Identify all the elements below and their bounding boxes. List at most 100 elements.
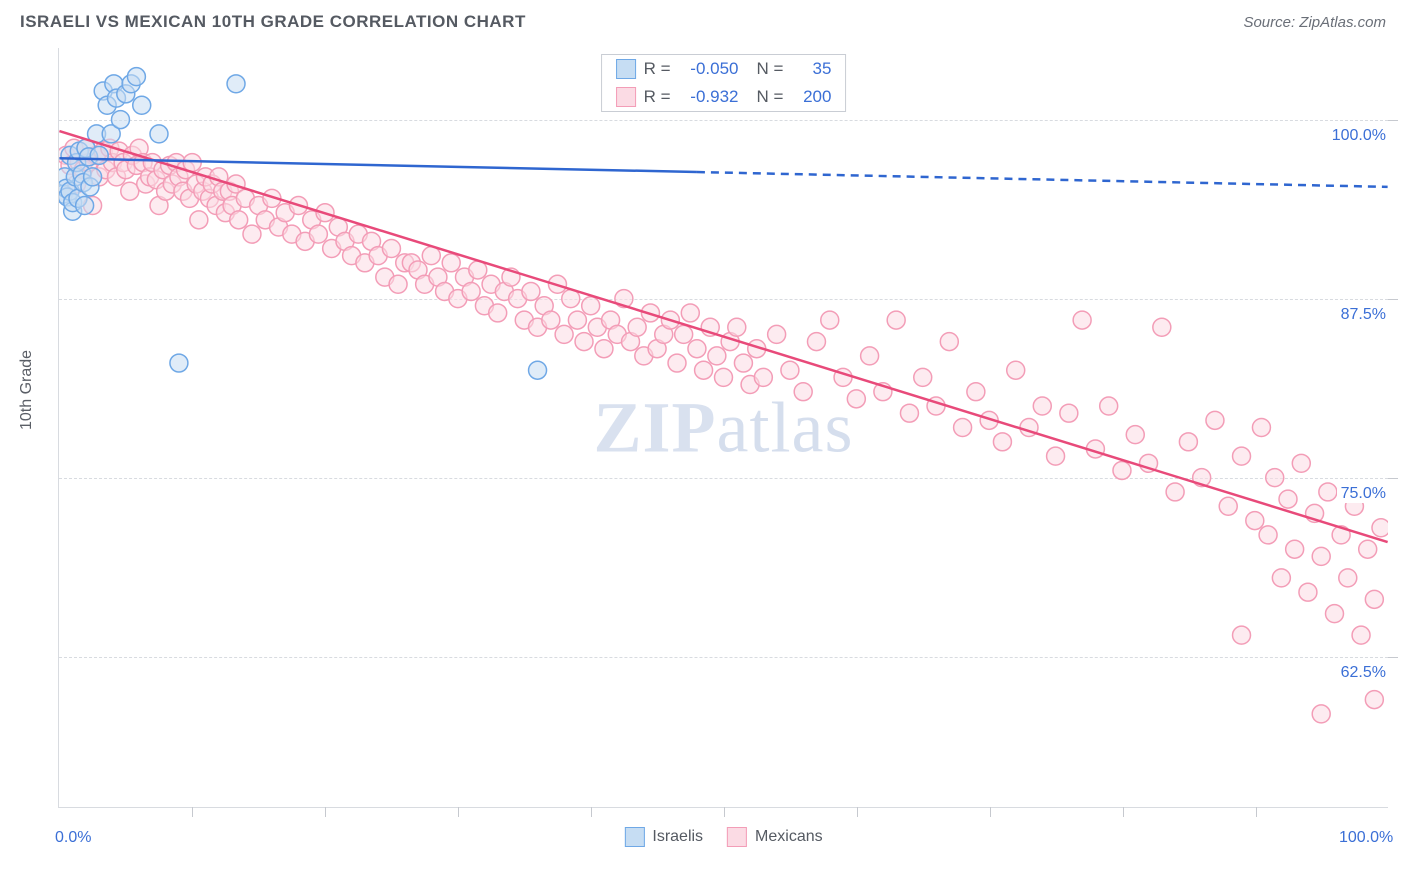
scatter-point-mexicans [1073, 311, 1091, 329]
scatter-point-mexicans [754, 368, 772, 386]
x-axis-label: 100.0% [1339, 829, 1393, 847]
scatter-point-mexicans [807, 333, 825, 351]
source-attribution: Source: ZipAtlas.com [1243, 14, 1386, 31]
scatter-point-mexicans [230, 211, 248, 229]
scatter-point-mexicans [1233, 626, 1251, 644]
scatter-point-mexicans [861, 347, 879, 365]
scatter-point-mexicans [1279, 490, 1297, 508]
legend-label: Mexicans [755, 828, 823, 845]
legend-r-label: R = [644, 59, 671, 79]
scatter-point-mexicans [522, 282, 540, 300]
series-legend: Israelis Mexicans [624, 827, 822, 847]
chart-title: ISRAELI VS MEXICAN 10TH GRADE CORRELATIO… [20, 12, 526, 32]
scatter-plot-svg [59, 48, 1388, 807]
scatter-point-mexicans [582, 297, 600, 315]
legend-swatch-mexicans [727, 827, 747, 847]
correlation-legend: R =-0.050N =35R =-0.932N =200 [601, 54, 847, 112]
scatter-point-mexicans [954, 419, 972, 437]
scatter-point-israelis [84, 168, 102, 186]
scatter-point-mexicans [734, 354, 752, 372]
scatter-point-mexicans [442, 254, 460, 272]
scatter-point-mexicans [1339, 569, 1357, 587]
scatter-point-mexicans [708, 347, 726, 365]
scatter-point-mexicans [1312, 705, 1330, 723]
legend-swatch-israelis [624, 827, 644, 847]
y-axis-tick [1388, 299, 1398, 300]
scatter-point-mexicans [389, 275, 407, 293]
scatter-point-mexicans [695, 361, 713, 379]
scatter-point-mexicans [1266, 469, 1284, 487]
scatter-point-mexicans [940, 333, 958, 351]
scatter-point-mexicans [1272, 569, 1290, 587]
scatter-point-mexicans [1033, 397, 1051, 415]
scatter-point-mexicans [1359, 540, 1377, 558]
scatter-point-israelis [529, 361, 547, 379]
legend-label: Israelis [652, 828, 703, 845]
y-axis-tick [1388, 657, 1398, 658]
legend-item-israelis: Israelis [624, 827, 703, 847]
scatter-point-mexicans [1047, 447, 1065, 465]
scatter-point-mexicans [1153, 318, 1171, 336]
scatter-point-mexicans [1299, 583, 1317, 601]
scatter-point-mexicans [1179, 433, 1197, 451]
scatter-point-mexicans [595, 340, 613, 358]
scatter-point-mexicans [1286, 540, 1304, 558]
scatter-point-israelis [150, 125, 168, 143]
x-axis-tick [1256, 807, 1257, 817]
x-axis-tick [591, 807, 592, 817]
scatter-point-mexicans [681, 304, 699, 322]
scatter-point-mexicans [794, 383, 812, 401]
scatter-point-mexicans [555, 325, 573, 343]
scatter-point-mexicans [688, 340, 706, 358]
scatter-point-mexicans [1100, 397, 1118, 415]
regression-line-mexicans [59, 131, 1387, 542]
y-axis-tick [1388, 478, 1398, 479]
legend-row-mexicans: R =-0.932N =200 [602, 83, 846, 111]
scatter-point-mexicans [542, 311, 560, 329]
scatter-point-mexicans [781, 361, 799, 379]
scatter-point-mexicans [728, 318, 746, 336]
scatter-point-mexicans [668, 354, 686, 372]
scatter-point-mexicans [1252, 419, 1270, 437]
scatter-point-mexicans [1326, 605, 1344, 623]
y-axis-label: 62.5% [1337, 664, 1390, 682]
scatter-point-mexicans [887, 311, 905, 329]
y-axis-label: 87.5% [1337, 306, 1390, 324]
scatter-point-mexicans [967, 383, 985, 401]
scatter-point-mexicans [1372, 519, 1388, 537]
y-axis-title: 10th Grade [18, 350, 36, 430]
scatter-point-israelis [90, 146, 108, 164]
scatter-point-mexicans [1352, 626, 1370, 644]
scatter-point-mexicans [847, 390, 865, 408]
legend-item-mexicans: Mexicans [727, 827, 823, 847]
scatter-point-mexicans [993, 433, 1011, 451]
scatter-point-mexicans [1206, 411, 1224, 429]
scatter-point-mexicans [1113, 461, 1131, 479]
legend-n-label: N = [757, 87, 784, 107]
scatter-point-mexicans [900, 404, 918, 422]
scatter-point-mexicans [628, 318, 646, 336]
scatter-point-mexicans [190, 211, 208, 229]
regression-line-israelis-dashed [697, 172, 1388, 187]
scatter-point-mexicans [382, 240, 400, 258]
legend-swatch-israelis [616, 59, 636, 79]
x-axis-tick [857, 807, 858, 817]
y-axis-label: 75.0% [1337, 485, 1390, 503]
scatter-point-mexicans [821, 311, 839, 329]
x-axis-tick [192, 807, 193, 817]
scatter-point-mexicans [1259, 526, 1277, 544]
x-axis-label: 0.0% [55, 829, 91, 847]
scatter-point-mexicans [1233, 447, 1251, 465]
scatter-point-mexicans [1246, 512, 1264, 530]
legend-r-label: R = [644, 87, 671, 107]
legend-n-label: N = [757, 59, 784, 79]
y-axis-tick [1388, 120, 1398, 121]
scatter-point-mexicans [575, 333, 593, 351]
legend-swatch-mexicans [616, 87, 636, 107]
scatter-point-israelis [133, 96, 151, 114]
scatter-point-mexicans [183, 154, 201, 172]
scatter-point-mexicans [1312, 547, 1330, 565]
legend-row-israelis: R =-0.050N =35 [602, 55, 846, 83]
scatter-point-mexicans [243, 225, 261, 243]
scatter-point-mexicans [1007, 361, 1025, 379]
